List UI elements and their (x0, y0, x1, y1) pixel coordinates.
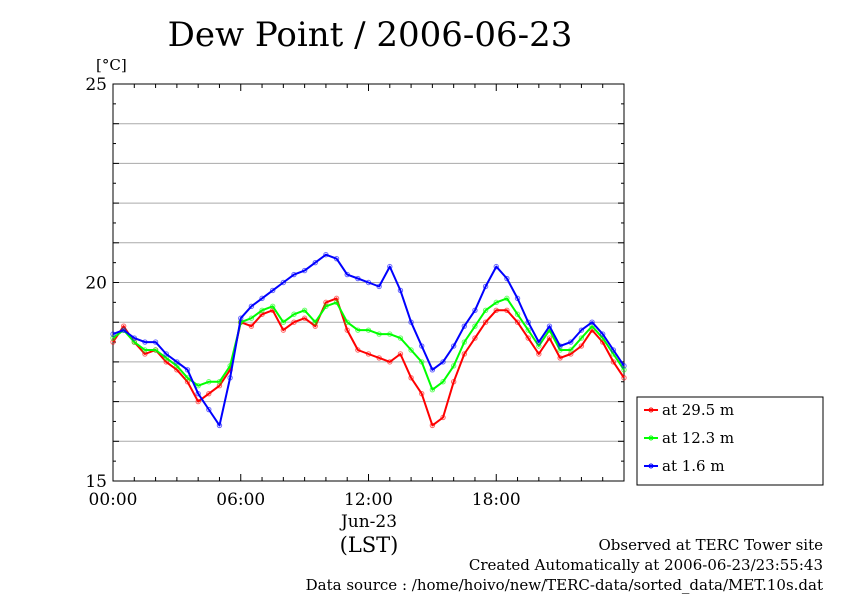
point-s2-40 (536, 339, 542, 345)
point-s2-47 (610, 347, 617, 353)
point-s0-44 (578, 343, 585, 349)
point-s1-39 (525, 327, 531, 333)
point-s1-22 (344, 319, 350, 325)
point-s2-48 (621, 363, 627, 369)
point-s2-15 (269, 287, 276, 294)
footer-site: Observed at TERC Tower site (598, 536, 823, 554)
point-s2-5 (163, 351, 169, 357)
point-s0-40 (536, 351, 542, 357)
x-tick-label-1200: 12:00 (344, 490, 393, 510)
legend-box (636, 396, 824, 486)
legend-label-12-3m: at 12.3 m (662, 429, 734, 447)
point-s1-38 (514, 311, 521, 317)
legend-label-1-6m: at 1.6 m (662, 457, 725, 475)
legend-marker-1-6m (648, 463, 654, 469)
point-s0-48 (621, 375, 627, 381)
point-s0-35 (482, 319, 489, 325)
point-s0-38 (514, 319, 521, 325)
point-s2-44 (578, 327, 585, 333)
point-s1-19 (312, 319, 318, 325)
series-line-2 (112, 253, 625, 427)
footer-source: Data source : /home/hoivo/new/TERC-data/… (306, 576, 823, 594)
point-s2-37 (504, 275, 510, 282)
legend-entry-29-5m: at 29.5 m (644, 401, 734, 419)
point-s2-6 (174, 359, 180, 365)
point-s2-33 (461, 323, 468, 329)
point-s0-8 (195, 398, 201, 405)
point-s1-44 (578, 335, 585, 341)
point-s0-41 (546, 335, 553, 341)
point-s2-32 (450, 343, 457, 349)
point-s2-19 (312, 259, 318, 266)
x-tick-label-0600: 06:00 (216, 490, 265, 510)
footer: Observed at TERC Tower site Created Auto… (306, 536, 823, 594)
point-s2-14 (259, 295, 265, 302)
point-s1-35 (482, 307, 489, 313)
legend-marker-29-5m (648, 407, 654, 413)
point-s1-31 (440, 379, 446, 385)
plot-area: 15 20 25 00:00 06:00 12:00 18:00 (85, 75, 627, 510)
point-s0-34 (472, 335, 478, 341)
point-s0-47 (610, 359, 617, 365)
point-s2-36 (493, 263, 499, 270)
y-axis-unit: [°C] (96, 56, 127, 74)
point-s1-7 (184, 375, 191, 381)
point-s2-16 (280, 279, 287, 286)
legend-entry-1-6m: at 1.6 m (644, 457, 725, 475)
point-s2-41 (546, 323, 553, 329)
x-tick-label-1800: 18:00 (472, 490, 521, 510)
point-s1-28 (408, 347, 414, 353)
point-s0-16 (280, 327, 287, 333)
point-s0-9 (206, 390, 212, 397)
legend-marker-12-3m (648, 435, 654, 441)
x-date-label: Jun-23 (339, 512, 397, 532)
chart-title: Dew Point / 2006-06-23 (168, 15, 573, 55)
series-line-1 (112, 297, 625, 391)
point-s1-34 (472, 323, 478, 329)
legend-entry-12-3m: at 12.3 m (644, 429, 734, 447)
point-s2-9 (206, 406, 212, 413)
point-s0-39 (525, 335, 531, 341)
y-tick-label-25: 25 (85, 75, 107, 95)
point-s2-13 (248, 303, 255, 310)
point-s2-46 (600, 331, 606, 337)
point-s2-31 (440, 359, 446, 365)
legend-label-29-5m: at 29.5 m (662, 401, 734, 419)
y-tick-label-15: 15 (85, 472, 107, 492)
series-line-0 (112, 297, 625, 427)
footer-created: Created Automatically at 2006-06-23/23:5… (469, 556, 823, 574)
y-tick-label-20: 20 (85, 274, 107, 294)
legend: at 29.5 m at 12.3 m at 1.6 m (636, 396, 824, 486)
point-s1-16 (280, 319, 287, 325)
point-s2-45 (589, 319, 595, 325)
x-axis-label: (LST) (340, 533, 399, 557)
x-tick-label-0000: 00:00 (89, 490, 138, 510)
